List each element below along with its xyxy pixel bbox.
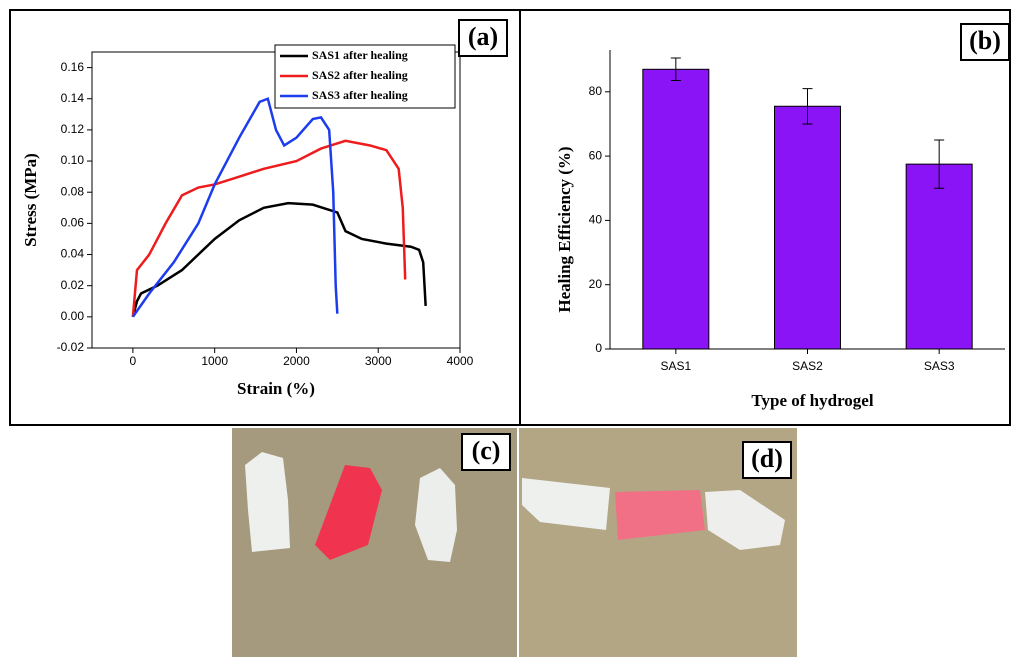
- x-tick-label: 1000: [201, 354, 228, 368]
- y-tick-label: 0.10: [61, 153, 85, 167]
- x-tick-label: 0: [130, 354, 137, 368]
- y-tick-label: 0: [595, 341, 602, 355]
- x-tick-label: 3000: [365, 354, 392, 368]
- y-tick-label: 20: [589, 277, 603, 291]
- panel-label: (b): [969, 26, 1001, 55]
- y-tick-label: 0.12: [61, 122, 85, 136]
- y-axis-label: Healing Efficiency (%): [555, 146, 574, 312]
- y-tick-label: 0.00: [61, 309, 85, 323]
- y-axis-label: Stress (MPa): [21, 153, 40, 247]
- panel-label: (a): [468, 22, 498, 51]
- y-tick-label: 60: [589, 148, 603, 162]
- y-tick-label: 0.06: [61, 216, 85, 230]
- x-axis-label: Type of hydrogel: [751, 391, 873, 410]
- y-tick-label: 0.08: [61, 184, 85, 198]
- y-tick-label: 0.14: [61, 91, 85, 105]
- line: [133, 203, 426, 317]
- bar: [775, 106, 841, 349]
- panel-label: (d): [751, 444, 783, 473]
- legend-label: SAS2 after healing: [312, 68, 408, 82]
- legend-label: SAS1 after healing: [312, 48, 408, 62]
- x-tick-label: SAS2: [792, 359, 823, 373]
- bar: [643, 69, 709, 349]
- line: [133, 99, 337, 317]
- legend-label: SAS3 after healing: [312, 88, 408, 102]
- y-tick-label: 80: [589, 84, 603, 98]
- bar: [906, 164, 972, 349]
- x-tick-label: 4000: [447, 354, 474, 368]
- y-tick-label: 0.16: [61, 60, 85, 74]
- panel-label: (c): [472, 436, 501, 465]
- line: [133, 141, 405, 317]
- sample: [245, 452, 290, 552]
- y-tick-label: 0.04: [61, 247, 85, 261]
- y-tick-label: -0.02: [57, 340, 85, 354]
- y-tick-label: 0.02: [61, 278, 85, 292]
- figure: -0.02 0.00 0.02 0.04 0.06 0.08 0.10 0.12 0.14 0.1…: [0, 0, 1014, 657]
- x-axis-label: Strain (%): [237, 379, 315, 398]
- y-tick-label: 40: [589, 213, 603, 227]
- x-tick-label: SAS3: [924, 359, 955, 373]
- x-tick-label: 2000: [283, 354, 310, 368]
- x-tick-label: SAS1: [660, 359, 691, 373]
